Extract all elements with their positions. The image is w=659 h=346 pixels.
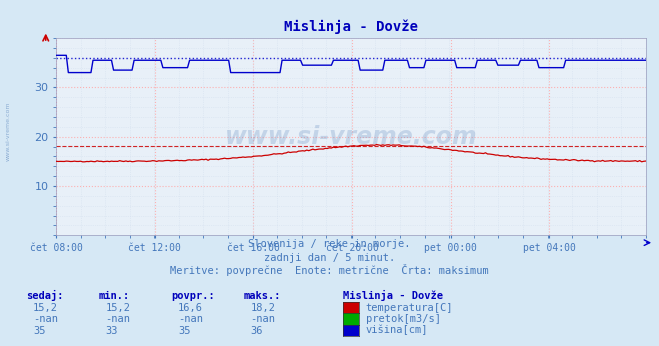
Text: 15,2: 15,2 xyxy=(105,303,130,313)
Text: 36: 36 xyxy=(250,326,263,336)
Text: Slovenija / reke in morje.: Slovenija / reke in morje. xyxy=(248,239,411,249)
Text: Meritve: povprečne  Enote: metrične  Črta: maksimum: Meritve: povprečne Enote: metrične Črta:… xyxy=(170,264,489,276)
Text: -nan: -nan xyxy=(33,315,58,325)
Text: min.:: min.: xyxy=(99,291,130,301)
Title: Mislinja - Dovže: Mislinja - Dovže xyxy=(284,20,418,34)
Text: temperatura[C]: temperatura[C] xyxy=(366,303,453,313)
Text: www.si-vreme.com: www.si-vreme.com xyxy=(5,102,11,161)
Text: 35: 35 xyxy=(33,326,45,336)
Text: -nan: -nan xyxy=(105,315,130,325)
Text: pretok[m3/s]: pretok[m3/s] xyxy=(366,315,441,325)
Text: 33: 33 xyxy=(105,326,118,336)
Text: 18,2: 18,2 xyxy=(250,303,275,313)
Text: 15,2: 15,2 xyxy=(33,303,58,313)
Text: -nan: -nan xyxy=(250,315,275,325)
Text: Mislinja - Dovže: Mislinja - Dovže xyxy=(343,290,443,301)
Text: maks.:: maks.: xyxy=(244,291,281,301)
Text: www.si-vreme.com: www.si-vreme.com xyxy=(225,125,477,149)
Text: zadnji dan / 5 minut.: zadnji dan / 5 minut. xyxy=(264,253,395,263)
Text: -nan: -nan xyxy=(178,315,203,325)
Text: 35: 35 xyxy=(178,326,190,336)
Text: povpr.:: povpr.: xyxy=(171,291,215,301)
Text: 16,6: 16,6 xyxy=(178,303,203,313)
Text: višina[cm]: višina[cm] xyxy=(366,325,428,336)
Text: sedaj:: sedaj: xyxy=(26,290,64,301)
